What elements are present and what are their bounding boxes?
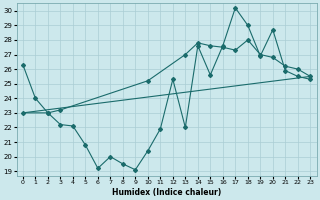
X-axis label: Humidex (Indice chaleur): Humidex (Indice chaleur): [112, 188, 221, 197]
